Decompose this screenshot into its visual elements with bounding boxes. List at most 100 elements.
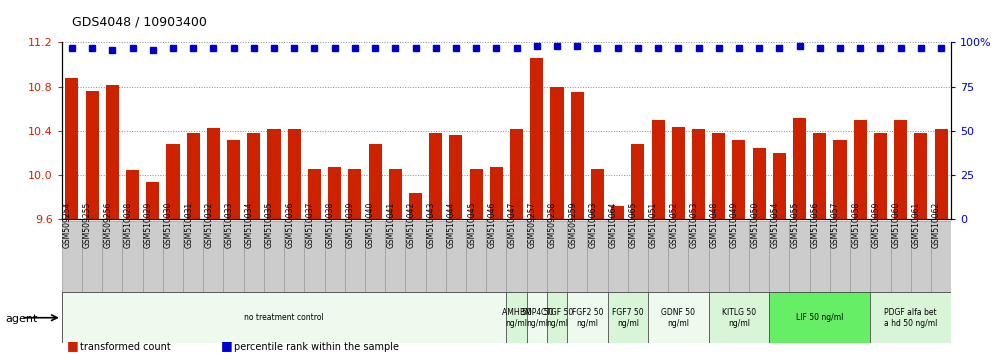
- Text: GSM510057: GSM510057: [831, 201, 840, 248]
- Bar: [648, 221, 668, 292]
- Bar: [449, 136, 462, 219]
- Bar: [793, 118, 806, 219]
- Bar: [106, 85, 119, 219]
- Text: GSM510048: GSM510048: [710, 202, 719, 248]
- Text: CTGF 50
ng/ml: CTGF 50 ng/ml: [541, 308, 573, 328]
- Text: GSM510051: GSM510051: [649, 202, 658, 248]
- Bar: [914, 133, 927, 219]
- Bar: [547, 221, 567, 292]
- Bar: [183, 221, 203, 292]
- Text: percentile rank within the sample: percentile rank within the sample: [234, 342, 399, 352]
- Bar: [871, 292, 951, 343]
- Text: FGF2 50
ng/ml: FGF2 50 ng/ml: [572, 308, 603, 328]
- Text: agent: agent: [5, 314, 38, 324]
- Text: GSM510063: GSM510063: [589, 201, 598, 248]
- Bar: [142, 221, 162, 292]
- Bar: [854, 120, 867, 219]
- Text: GSM510065: GSM510065: [628, 201, 637, 248]
- Text: GSM509259: GSM509259: [568, 201, 578, 248]
- Bar: [671, 127, 685, 219]
- Bar: [753, 148, 766, 219]
- Bar: [627, 221, 648, 292]
- Bar: [82, 221, 103, 292]
- Text: GSM510052: GSM510052: [669, 202, 678, 248]
- Bar: [910, 221, 931, 292]
- Text: GSM510045: GSM510045: [467, 201, 476, 248]
- Text: GSM509254: GSM509254: [63, 201, 72, 248]
- Text: GSM510034: GSM510034: [245, 201, 254, 248]
- Text: GSM510033: GSM510033: [224, 201, 234, 248]
- Text: GSM510035: GSM510035: [265, 201, 274, 248]
- Bar: [507, 221, 527, 292]
- Bar: [931, 221, 951, 292]
- Bar: [86, 91, 99, 219]
- Text: KITLG 50
ng/ml: KITLG 50 ng/ml: [722, 308, 756, 328]
- Text: GSM510028: GSM510028: [124, 202, 132, 248]
- Bar: [223, 221, 244, 292]
- Text: BMP4 50
ng/ml: BMP4 50 ng/ml: [520, 308, 554, 328]
- Bar: [588, 221, 608, 292]
- Text: GSM510061: GSM510061: [912, 202, 921, 248]
- Text: GSM510042: GSM510042: [406, 202, 415, 248]
- Text: GSM510044: GSM510044: [447, 201, 456, 248]
- Text: GSM510049: GSM510049: [730, 201, 739, 248]
- Bar: [103, 221, 123, 292]
- Bar: [527, 292, 547, 343]
- Bar: [712, 133, 725, 219]
- Bar: [123, 221, 142, 292]
- Bar: [773, 153, 786, 219]
- Bar: [732, 140, 745, 219]
- Bar: [66, 78, 79, 219]
- Bar: [551, 87, 564, 219]
- Bar: [308, 169, 321, 219]
- Text: LIF 50 ng/ml: LIF 50 ng/ml: [796, 313, 844, 322]
- Bar: [469, 169, 483, 219]
- Bar: [507, 292, 527, 343]
- Bar: [490, 167, 503, 219]
- Bar: [688, 221, 708, 292]
- Text: no treatment control: no treatment control: [244, 313, 324, 322]
- Text: PDGF alfa bet
a hd 50 ng/ml: PDGF alfa bet a hd 50 ng/ml: [884, 308, 937, 328]
- Bar: [264, 221, 284, 292]
- Bar: [692, 129, 705, 219]
- Text: GSM509255: GSM509255: [83, 201, 92, 248]
- Bar: [305, 221, 325, 292]
- Bar: [894, 120, 907, 219]
- Text: GSM510056: GSM510056: [811, 201, 820, 248]
- Bar: [268, 129, 281, 219]
- Bar: [125, 170, 139, 219]
- Bar: [385, 221, 405, 292]
- Bar: [62, 221, 82, 292]
- Text: GDNF 50
ng/ml: GDNF 50 ng/ml: [661, 308, 695, 328]
- Bar: [834, 140, 847, 219]
- Text: GSM510059: GSM510059: [872, 201, 880, 248]
- Bar: [466, 221, 486, 292]
- Text: GSM510055: GSM510055: [791, 201, 800, 248]
- Bar: [668, 221, 688, 292]
- Bar: [429, 133, 442, 219]
- Text: ■: ■: [221, 339, 233, 352]
- Bar: [62, 292, 507, 343]
- Text: GSM510054: GSM510054: [770, 201, 779, 248]
- Bar: [567, 221, 588, 292]
- Bar: [651, 120, 664, 219]
- Text: GSM510037: GSM510037: [306, 201, 315, 248]
- Text: GSM510062: GSM510062: [932, 202, 941, 248]
- Text: GSM509258: GSM509258: [548, 202, 557, 248]
- Bar: [873, 133, 887, 219]
- Text: GSM509256: GSM509256: [104, 201, 113, 248]
- Bar: [288, 129, 301, 219]
- Text: GSM510040: GSM510040: [367, 201, 375, 248]
- Text: GSM510058: GSM510058: [852, 202, 861, 248]
- Bar: [345, 221, 365, 292]
- Bar: [527, 221, 547, 292]
- Text: GSM510031: GSM510031: [184, 202, 193, 248]
- Text: AMH 50
ng/ml: AMH 50 ng/ml: [502, 308, 532, 328]
- Bar: [388, 169, 401, 219]
- Bar: [591, 169, 604, 219]
- Bar: [934, 129, 947, 219]
- Text: GSM510053: GSM510053: [689, 201, 698, 248]
- Bar: [708, 292, 769, 343]
- Bar: [871, 221, 890, 292]
- Bar: [446, 221, 466, 292]
